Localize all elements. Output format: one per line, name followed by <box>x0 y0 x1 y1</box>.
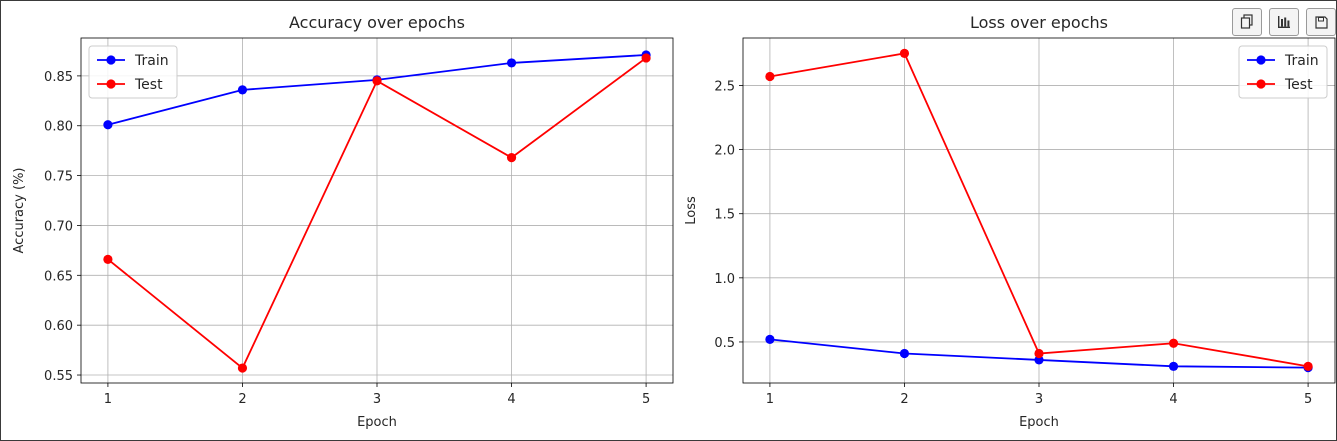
y-tick-label: 0.60 <box>44 319 73 334</box>
x-axis-label: Epoch <box>1019 415 1059 430</box>
legend: Train Test <box>1238 45 1328 99</box>
x-tick-label: 1 <box>104 392 112 407</box>
x-tick-label: 3 <box>1035 392 1043 407</box>
data-point-train <box>765 334 775 344</box>
legend-marker <box>106 55 116 65</box>
chart-title: Loss over epochs <box>970 13 1108 32</box>
chart-button[interactable] <box>1269 8 1299 36</box>
x-tick-label: 5 <box>642 392 650 407</box>
figure-toolbar <box>1232 8 1336 36</box>
y-tick-label: 0.85 <box>44 70 73 85</box>
y-tick-label: 2.5 <box>714 79 735 94</box>
y-axis-label: Loss <box>684 196 699 225</box>
y-tick-label: 0.5 <box>714 336 735 351</box>
x-tick-label: 1 <box>766 392 774 407</box>
y-tick-label: 2.0 <box>714 144 735 159</box>
x-tick-label: 4 <box>1169 392 1177 407</box>
x-axis-label: Epoch <box>357 415 397 430</box>
y-axis-label: Accuracy (%) <box>12 168 27 254</box>
legend: Train Test <box>88 45 178 99</box>
x-tick-label: 5 <box>1304 392 1312 407</box>
data-point-test <box>237 363 248 373</box>
y-tick-label: 1.5 <box>714 208 735 223</box>
data-point-train <box>237 85 248 95</box>
legend-marker <box>1256 79 1266 89</box>
legend-label: Train <box>134 53 169 69</box>
data-point-test <box>1303 361 1313 371</box>
chart-title: Accuracy over epochs <box>289 13 465 32</box>
x-tick-label: 2 <box>900 392 908 407</box>
y-tick-label: 0.55 <box>44 369 73 384</box>
y-tick-label: 1.0 <box>714 272 735 287</box>
x-tick-label: 4 <box>507 392 515 407</box>
y-tick-label: 0.75 <box>44 170 73 185</box>
data-point-test <box>1034 348 1044 359</box>
chart-1: 1 2 3 4 5 0.55 0.60 0.65 0.70 0.75 0.80 0.85 Accurac… <box>12 13 674 430</box>
data-point-train <box>506 58 517 68</box>
data-point-test <box>765 71 775 82</box>
bar-chart-icon <box>1278 16 1290 28</box>
save-button[interactable] <box>1306 8 1336 36</box>
copy-icon <box>1240 14 1253 29</box>
y-tick-label: 0.70 <box>44 219 73 234</box>
save-icon <box>1314 15 1328 29</box>
data-point-test <box>899 48 910 58</box>
data-point-train <box>899 348 910 359</box>
legend-marker <box>1256 55 1266 65</box>
legend-marker <box>106 79 116 89</box>
data-point-test <box>103 254 113 264</box>
y-tick-label: 0.65 <box>44 269 73 284</box>
data-point-train <box>1034 355 1044 365</box>
legend-label: Train <box>1284 53 1319 69</box>
copy-button[interactable] <box>1232 8 1262 36</box>
x-tick-label: 3 <box>373 392 381 407</box>
data-point-test <box>641 53 651 63</box>
legend-label: Test <box>1284 77 1313 93</box>
data-point-test <box>1168 338 1179 348</box>
legend-label: Test <box>134 77 163 93</box>
data-point-train <box>103 120 113 130</box>
data-point-train <box>1168 361 1179 371</box>
x-tick-label: 2 <box>238 392 246 407</box>
chart-2: 1 2 3 4 5 0.5 1.0 1.5 2.0 2.5 Loss over epochs Epoc… <box>684 13 1336 430</box>
data-point-test <box>372 76 382 86</box>
y-tick-label: 0.80 <box>44 120 73 135</box>
data-point-test <box>506 153 517 163</box>
